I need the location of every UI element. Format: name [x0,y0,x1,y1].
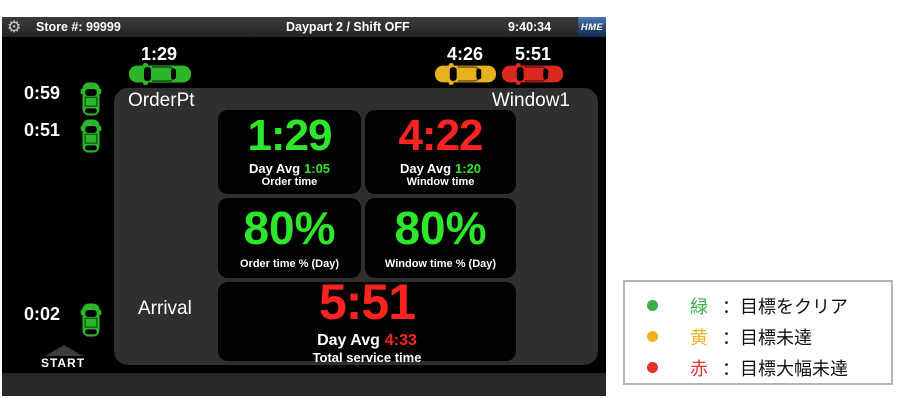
hme-logo: HME [578,17,606,37]
day-avg-row: Day Avg 4:33 [317,332,417,350]
metric-order-time: 1:29 Day Avg 1:05 Order time [218,110,361,194]
car-icon-pre-window [434,63,497,85]
legend-color-label: 緑 [690,296,708,317]
metric-total-service-time: 5:51 Day Avg 4:33 Total service time [218,277,516,365]
day-avg-label: Day Avg [399,160,452,176]
metric-value: 80% [394,201,487,254]
yellow-dot-icon [647,331,658,342]
metric-value: 1:29 [247,110,332,160]
metric-caption: Total service time [312,349,422,365]
metric-order-time-pct: 80% Order time % (Day) [218,198,361,278]
metric-caption: Window time % (Day) [384,257,497,270]
drive-thru-dashboard: ⚙ Store #: 99999 Daypart 2 / Shift OFF 9… [2,17,606,396]
start-arrow-icon [45,345,83,356]
top-status-bar: ⚙ Store #: 99999 Daypart 2 / Shift OFF 9… [2,17,606,37]
metric-window-time-pct: 80% Window time % (Day) [365,198,516,278]
metrics-panel: OrderPt Window1 Arrival 1:29 Day Avg 1:05… [114,88,598,365]
arrival-car-timer-label: 0:02 [23,304,60,324]
day-avg-value: 1:20 [455,160,482,176]
store-number-label: Store #: 99999 [36,20,121,34]
settings-gear-icon[interactable]: ⚙ [7,17,22,36]
legend-box: 緑 ：目標をクリア 黄 ：目標未達 赤 ：目標大幅未達 [623,280,893,385]
window-car-timer-label: 5:51 [514,44,552,64]
queue-car-1-timer-label: 0:59 [23,83,60,103]
red-dot-icon [647,362,658,373]
car-icon-order-point [129,63,191,85]
legend-color-label: 赤 [690,358,708,379]
legend-desc: ：目標をクリア [722,296,848,317]
day-avg-row: Day Avg 1:05 [248,160,331,176]
legend-desc: ：目標未達 [722,327,812,348]
legend-item-red: 赤 ：目標大幅未達 [647,352,891,383]
day-avg-value: 4:33 [384,332,417,350]
window1-label: Window1 [491,90,570,111]
day-avg-label: Day Avg [248,160,301,176]
queue-car-2-timer-label: 0:51 [23,120,60,140]
metric-value: 5:51 [318,274,416,331]
legend-desc: ：目標大幅未達 [722,358,848,379]
start-label: START [40,356,86,370]
bottom-strip [2,373,606,396]
metric-value: 80% [243,201,336,254]
legend-item-yellow: 黄 ：目標未達 [647,321,891,352]
order-point-label: OrderPt [128,90,195,111]
car-icon-window [501,63,564,85]
pre-window-car-timer-label: 4:26 [446,44,484,64]
green-dot-icon [647,300,658,311]
legend-color-label: 黄 [690,327,708,348]
car-icon-arrival [80,303,102,337]
metric-value: 4:22 [398,110,483,160]
arrival-label: Arrival [138,298,192,319]
day-avg-value: 1:05 [304,160,331,176]
legend-item-green: 緑 ：目標をクリア [647,290,891,321]
metric-window-time: 4:22 Day Avg 1:20 Window time [365,110,516,194]
metric-caption: Order time % (Day) [239,257,340,270]
daypart-shift-label: Daypart 2 / Shift OFF [286,20,410,34]
car-icon-queue-1 [80,82,102,116]
metric-caption: Order time [261,176,318,189]
car-icon-queue-2 [80,119,102,153]
day-avg-row: Day Avg 1:20 [399,160,482,176]
clock-label: 9:40:34 [508,20,552,34]
day-avg-label: Day Avg [317,332,380,350]
order-car-timer-label: 1:29 [140,44,178,64]
metric-caption: Window time [406,176,475,189]
